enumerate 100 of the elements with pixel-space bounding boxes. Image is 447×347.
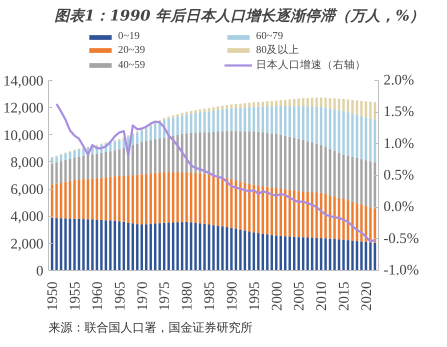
bar bbox=[262, 186, 264, 234]
bar bbox=[248, 107, 251, 132]
legend-label: 80及以上 bbox=[256, 43, 301, 57]
bar bbox=[364, 206, 368, 242]
bar bbox=[324, 194, 327, 238]
bar bbox=[266, 106, 269, 134]
bar bbox=[280, 106, 282, 135]
bar bbox=[356, 114, 358, 158]
bar bbox=[234, 228, 238, 270]
bar bbox=[262, 132, 264, 186]
bar bbox=[266, 101, 269, 106]
bar bbox=[167, 172, 170, 223]
bar bbox=[328, 195, 332, 239]
bar bbox=[333, 150, 336, 196]
bar bbox=[306, 238, 309, 270]
bar bbox=[172, 222, 174, 270]
bar bbox=[234, 108, 238, 132]
bar bbox=[172, 118, 174, 136]
bar bbox=[320, 97, 322, 107]
bar bbox=[342, 98, 345, 112]
bar bbox=[55, 218, 58, 270]
bar bbox=[104, 152, 108, 178]
bar bbox=[234, 131, 238, 181]
bar bbox=[122, 148, 126, 176]
bar bbox=[60, 218, 62, 270]
bar bbox=[252, 232, 256, 270]
bar bbox=[244, 182, 246, 231]
bar bbox=[118, 149, 121, 176]
bar bbox=[64, 153, 67, 160]
bar bbox=[158, 223, 161, 270]
bar bbox=[266, 133, 269, 187]
x-tick-label: 1990 bbox=[224, 282, 240, 311]
bar bbox=[320, 238, 322, 270]
source-note: 来源：联合国人口署，国金证券研究所 bbox=[48, 320, 252, 334]
bar bbox=[262, 234, 264, 270]
bar bbox=[306, 192, 309, 238]
bar bbox=[60, 161, 62, 183]
bar bbox=[118, 140, 121, 150]
bar bbox=[369, 102, 372, 118]
bar bbox=[185, 112, 188, 114]
bar bbox=[114, 220, 116, 270]
bar bbox=[82, 156, 85, 180]
bar bbox=[257, 102, 260, 107]
bar bbox=[284, 236, 286, 270]
bar bbox=[320, 192, 322, 238]
bar bbox=[302, 237, 304, 270]
bar bbox=[140, 224, 143, 270]
bar bbox=[82, 148, 85, 156]
bar bbox=[96, 154, 98, 178]
bar bbox=[203, 174, 206, 224]
bar bbox=[167, 136, 170, 172]
bar bbox=[180, 115, 184, 134]
bar bbox=[252, 184, 256, 232]
bar bbox=[248, 184, 251, 232]
bar bbox=[194, 110, 197, 113]
bar bbox=[338, 152, 340, 198]
x-tick-label: 2000 bbox=[269, 282, 286, 311]
bar bbox=[64, 160, 67, 182]
bar bbox=[310, 192, 314, 238]
bar bbox=[82, 179, 85, 220]
bar bbox=[114, 176, 116, 221]
bar bbox=[292, 190, 296, 237]
bar bbox=[302, 140, 304, 192]
bar bbox=[118, 176, 121, 222]
bar bbox=[122, 222, 126, 270]
bar bbox=[292, 236, 296, 270]
bar bbox=[364, 160, 368, 206]
bar bbox=[132, 175, 134, 224]
bar bbox=[136, 132, 139, 144]
bar bbox=[333, 239, 336, 270]
bar bbox=[297, 98, 300, 106]
bar bbox=[154, 172, 156, 224]
bar bbox=[239, 104, 242, 108]
bar bbox=[234, 180, 238, 229]
legend-label: 60~79 bbox=[256, 31, 284, 42]
bar bbox=[60, 182, 62, 218]
bar bbox=[158, 172, 161, 224]
bar bbox=[91, 178, 94, 220]
bar bbox=[180, 112, 184, 116]
bar bbox=[114, 141, 116, 150]
y2-tick-label: 0.5% bbox=[384, 168, 414, 184]
bar bbox=[50, 218, 54, 270]
bar bbox=[342, 111, 345, 155]
bar bbox=[140, 130, 143, 142]
bar bbox=[226, 227, 228, 270]
bar bbox=[328, 149, 332, 196]
bar bbox=[252, 131, 256, 185]
bar bbox=[270, 106, 274, 134]
bar bbox=[50, 184, 54, 218]
x-tick-label: 2010 bbox=[314, 282, 330, 311]
bar bbox=[374, 162, 376, 209]
bar bbox=[374, 242, 376, 270]
bar bbox=[280, 134, 282, 189]
x-tick-label: 1985 bbox=[202, 282, 218, 311]
bar bbox=[149, 173, 152, 224]
bar bbox=[262, 106, 264, 132]
bar bbox=[244, 230, 246, 270]
bar bbox=[185, 222, 188, 270]
bar bbox=[122, 176, 126, 222]
bar bbox=[297, 106, 300, 139]
